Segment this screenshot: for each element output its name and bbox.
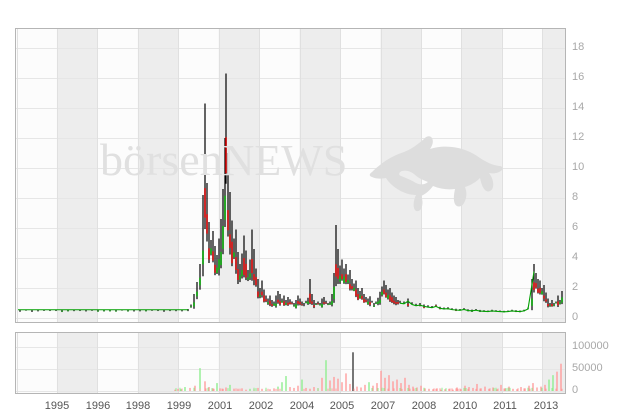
x-axis-tick-1999: 1999 [166,400,192,412]
price-axis-tick-18: 18 [572,41,585,53]
volume-chart-panel [15,332,566,394]
price-axis-tick-8: 8 [572,191,579,203]
volume-axis-tick-50000: 50000 [572,362,603,374]
price-candlestick-series [18,73,563,313]
price-axis-tick-6: 6 [572,221,579,233]
x-axis-tick-1998: 1998 [125,400,151,412]
x-axis-tick-2001: 2001 [207,400,233,412]
price-axis-tick-14: 14 [572,101,585,113]
volume-chart-svg [16,333,565,393]
x-axis-tick-1996: 1996 [85,400,111,412]
x-axis-tick-2004: 2004 [289,400,315,412]
year-bands-volume [56,333,565,393]
price-chart-panel [15,28,566,323]
volume-axis-tick-0: 0 [572,384,579,396]
x-axis-tick-2010: 2010 [452,400,478,412]
price-axis-tick-2: 2 [572,281,579,293]
x-axis-tick-2008: 2008 [411,400,437,412]
x-axis-tick-2005: 2005 [329,400,355,412]
vertical-gridlines-volume [17,333,543,393]
x-axis-tick-2011: 2011 [493,400,517,412]
price-axis-tick-4: 4 [572,251,579,263]
volume-axis-tick-100000: 100000 [572,340,609,352]
horizontal-gridlines-volume [16,347,565,392]
price-axis-tick-12: 12 [572,131,585,143]
x-axis-tick-2002: 2002 [248,400,274,412]
price-axis-tick-0: 0 [572,311,579,323]
volume-bar-series [174,352,563,391]
x-axis-tick-2007: 2007 [370,400,396,412]
x-axis-tick-2013: 2013 [533,400,559,412]
price-chart-svg [16,29,565,322]
year-bands-price [56,29,565,322]
x-axis-tick-1995: 1995 [44,400,70,412]
price-axis-tick-16: 16 [572,71,585,83]
price-axis-tick-10: 10 [572,161,585,173]
